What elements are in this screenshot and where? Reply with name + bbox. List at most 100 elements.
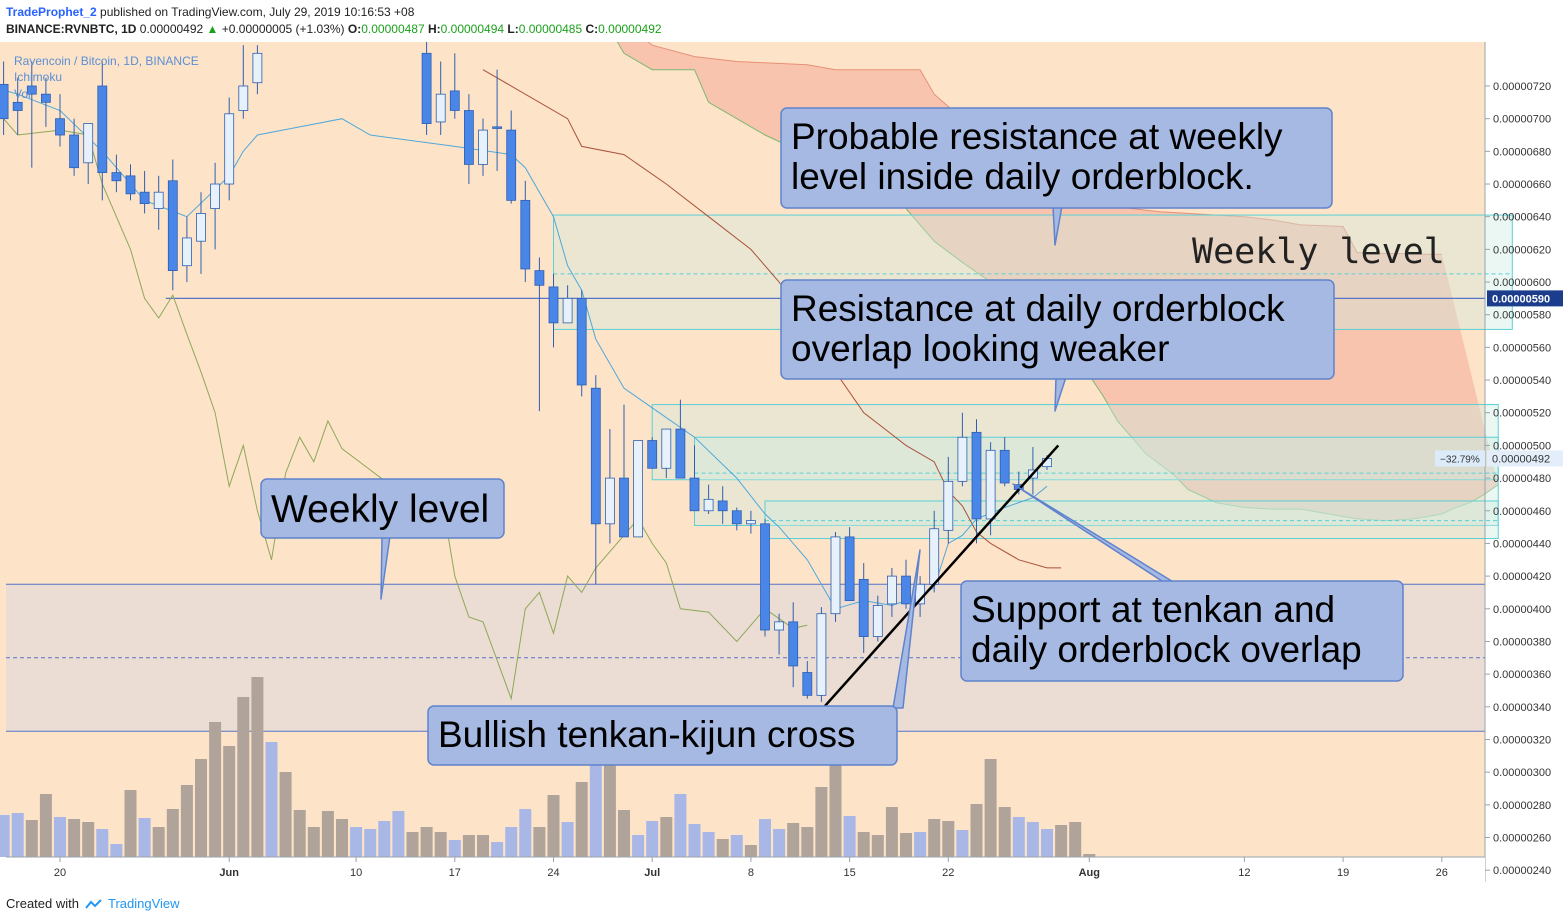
chart-footer: Created with TradingView [0, 883, 1565, 921]
time-tick-label: 26 [1436, 867, 1448, 879]
candle-body [0, 83, 9, 120]
change-arrow-icon: ▲ [206, 22, 219, 36]
legend-ichimoku[interactable]: Ichimoku [14, 70, 63, 84]
volume-bar [547, 795, 560, 857]
candle [605, 429, 615, 544]
time-tick-label: Jun [219, 867, 239, 879]
candle-body [224, 113, 235, 185]
low-value: 0.00000485 [518, 22, 583, 36]
candle [125, 164, 136, 201]
volume-bar [364, 829, 377, 857]
volume-bar [39, 794, 52, 857]
volume-bar [914, 832, 927, 857]
legend-volume[interactable]: Vol [14, 87, 31, 101]
volume-bar [420, 827, 433, 857]
price-tick-label: 0.00000660 [1493, 179, 1551, 191]
last-price-badge [1487, 450, 1563, 467]
volume-bar [1012, 817, 1025, 857]
price-tick-label: 0.00000680 [1493, 146, 1551, 158]
candle-body [506, 129, 517, 201]
volume-bar [166, 809, 179, 857]
daily-orderblock-3 [694, 436, 1499, 526]
high-value: 0.00000494 [440, 22, 505, 36]
time-tick-label: 12 [1238, 867, 1250, 879]
symbol-text: BINANCE:RVNBTC, 1D [6, 22, 137, 36]
volume-bar [702, 832, 715, 857]
time-tick-label: 15 [843, 867, 855, 879]
time-tick-label: 10 [350, 867, 362, 879]
volume-bar [406, 832, 419, 857]
candle-body [858, 578, 869, 637]
candle-body [534, 270, 545, 286]
callout-text-line: Bullish tenkan-kijun cross [438, 714, 855, 755]
volume-bar [110, 844, 123, 857]
candle-body [125, 175, 136, 195]
senkou-span-a-line [616, 42, 1499, 522]
candle-body [619, 477, 629, 538]
legend-title[interactable]: Ravencoin / Bitcoin, 1D, BINANCE [14, 54, 199, 68]
volume-bar [336, 819, 348, 857]
price-pct-badge [1435, 450, 1485, 467]
candle [238, 45, 249, 119]
candles [0, 42, 1052, 702]
candle-body [478, 129, 488, 165]
time-tick-label: 20 [54, 867, 66, 879]
last-price-label: 0.00000492 [1492, 453, 1550, 465]
price-tick-label: 0.00000380 [1493, 636, 1551, 648]
price-tick-label: 0.00000400 [1493, 604, 1551, 616]
time-tick-label: 19 [1337, 867, 1349, 879]
volume-bar [96, 829, 109, 857]
price-tick-label: 0.00000480 [1493, 473, 1551, 485]
candle [619, 404, 629, 538]
candle [210, 162, 221, 250]
time-tick-label: Jul [644, 867, 660, 879]
candle [97, 61, 108, 201]
candle-body [703, 498, 714, 512]
time-tick-label: 24 [547, 867, 559, 879]
price-tick-label: 0.00000420 [1493, 571, 1551, 583]
candle [506, 110, 517, 204]
time-tick-label: 22 [942, 867, 954, 879]
candle-body [463, 110, 474, 165]
candle [41, 77, 51, 127]
volume-bar [124, 790, 137, 857]
time-tick-label: 17 [449, 867, 461, 879]
candle-body [435, 93, 446, 123]
candle-body [844, 536, 855, 602]
volume-bar [603, 759, 616, 857]
candle [590, 375, 601, 585]
tradingview-brand[interactable]: TradingView [108, 896, 180, 911]
candle-body [971, 431, 982, 520]
candle [181, 216, 192, 283]
volume-bar [660, 817, 673, 857]
candle-body [153, 191, 164, 209]
candle [520, 180, 531, 283]
candle [435, 61, 446, 136]
author-link[interactable]: TradeProphet_2 [6, 5, 97, 19]
volume-bar [152, 827, 165, 857]
candle-body [83, 123, 94, 164]
open-label: O: [347, 22, 362, 36]
candle-body [802, 672, 813, 696]
volume-bar [1041, 829, 1053, 857]
price-tick-label: 0.00000540 [1493, 375, 1551, 387]
price-tick-label: 0.00000560 [1493, 342, 1551, 354]
volume-bar [900, 833, 912, 857]
candle [69, 118, 79, 176]
candle [774, 613, 784, 655]
volume-bar [195, 759, 207, 857]
volume-bar [928, 819, 941, 857]
candle-body [562, 297, 573, 324]
volume-bar [448, 840, 461, 857]
callout-box [780, 279, 1335, 380]
volume-bar [321, 811, 334, 857]
volume-bar [1069, 822, 1082, 857]
price-tick-label: 0.00000300 [1493, 767, 1551, 779]
candle [153, 175, 164, 230]
candle [196, 192, 206, 274]
candle-body [139, 191, 150, 205]
candle-body [731, 510, 742, 525]
